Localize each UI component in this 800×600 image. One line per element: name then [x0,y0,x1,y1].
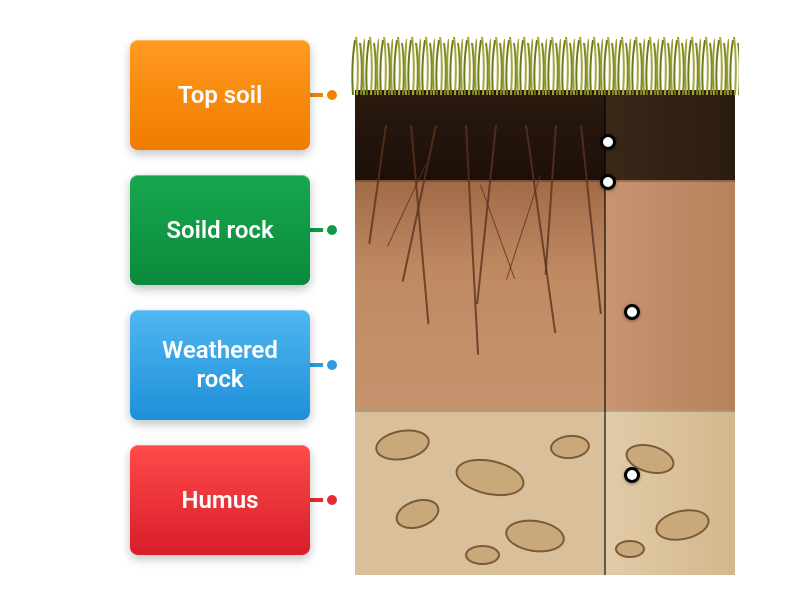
connector-dot-topsoil [323,86,341,104]
label-text: Soild rock [166,216,273,245]
topsoil-layer-side [605,180,735,410]
drop-target-3[interactable] [624,304,640,320]
roots [355,125,605,405]
label-card-solid-rock[interactable]: Soild rock [130,175,310,285]
drop-target-4[interactable] [624,467,640,483]
humus-layer-side [605,90,735,180]
label-card-weathered-rock[interactable]: Weathered rock [130,310,310,420]
drop-target-2[interactable] [600,174,616,190]
rocks [355,410,735,575]
soil-profile-diagram [355,35,735,575]
label-text: Humus [182,486,259,515]
grass-layer [351,35,739,95]
grass-svg [351,35,739,95]
label-card-humus[interactable]: Humus [130,445,310,555]
connector-dot-humus [323,491,341,509]
label-text: Top soil [178,81,262,110]
drop-target-1[interactable] [600,134,616,150]
label-text: Weathered rock [140,336,300,394]
label-card-topsoil[interactable]: Top soil [130,40,310,150]
connector-dot-weathered-rock [323,356,341,374]
connector-dot-solid-rock [323,221,341,239]
